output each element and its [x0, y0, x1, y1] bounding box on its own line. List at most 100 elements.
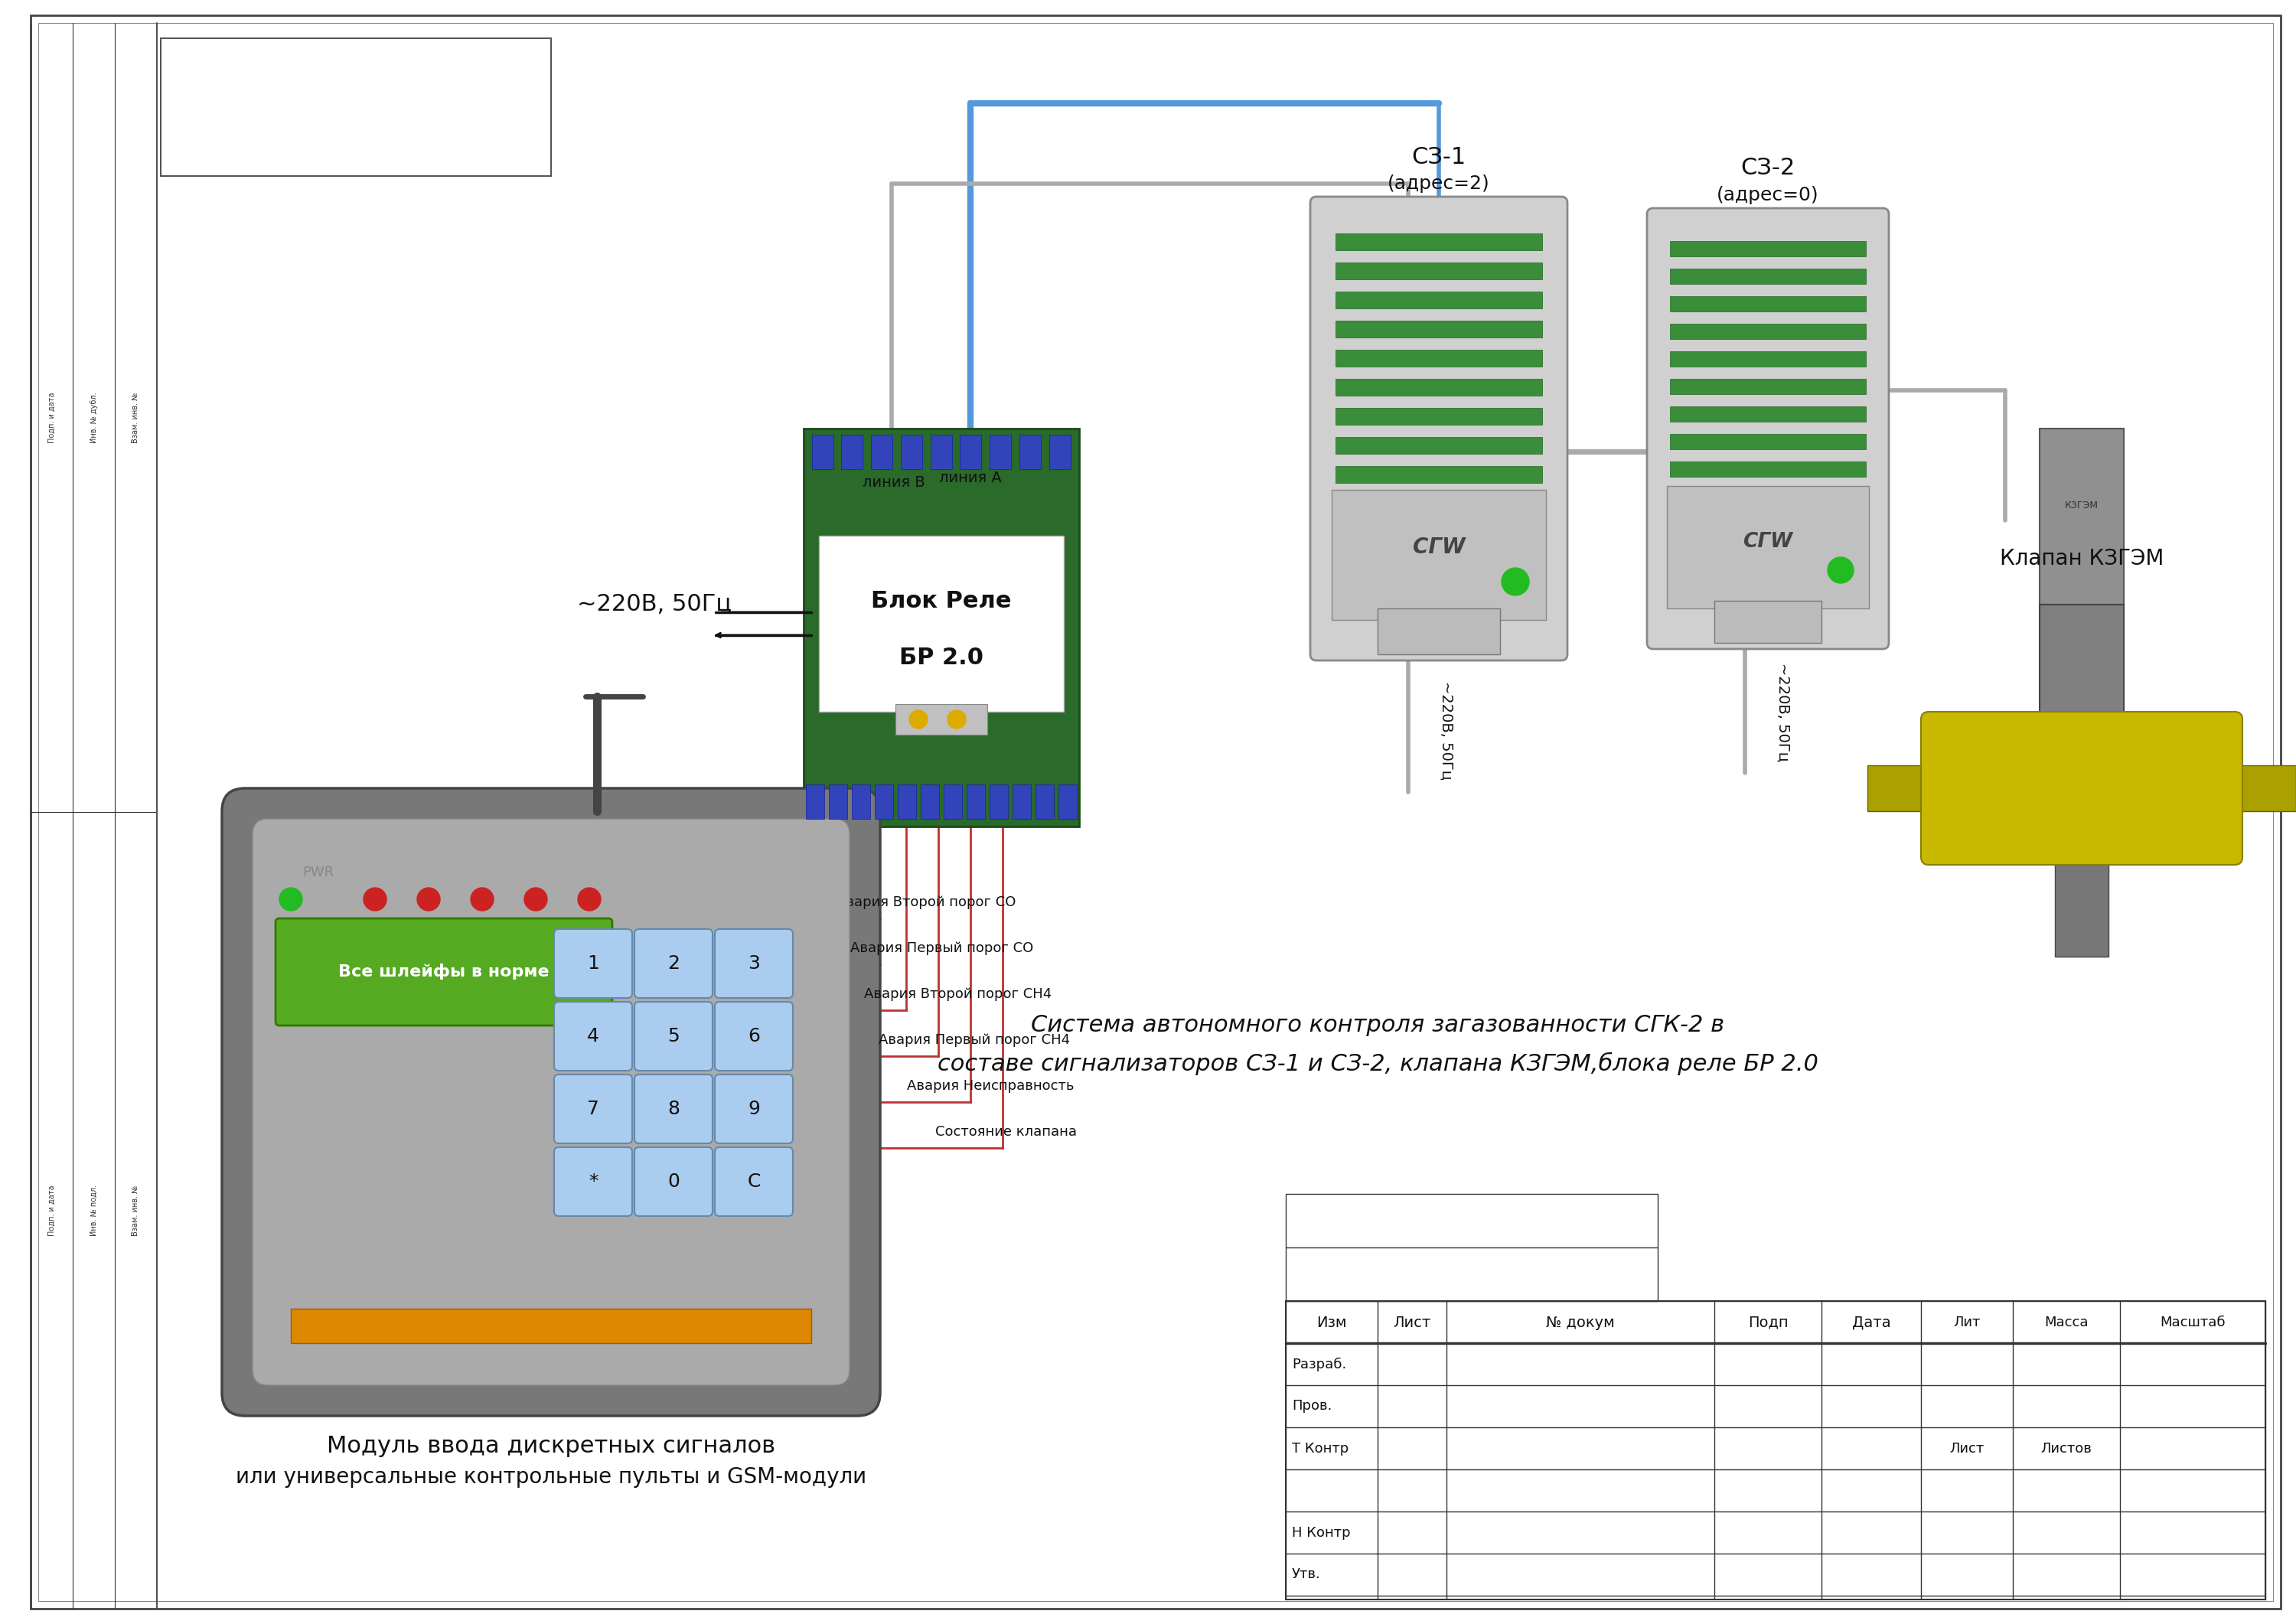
Text: Масса: Масса	[2043, 1315, 2089, 1330]
Text: Подп: Подп	[1747, 1315, 1789, 1330]
Text: 7: 7	[588, 1099, 599, 1119]
Bar	[1867, 765, 1945, 812]
Text: 4: 4	[588, 1026, 599, 1046]
Bar	[829, 784, 847, 818]
Text: Авария Неисправность: Авария Неисправность	[907, 1078, 1075, 1093]
Circle shape	[363, 888, 386, 911]
Text: СЗ-1: СЗ-1	[1412, 146, 1467, 167]
Text: Лит: Лит	[1954, 1315, 1981, 1330]
Text: ~220В, 50Гц: ~220В, 50Гц	[1777, 663, 1791, 762]
FancyBboxPatch shape	[553, 1147, 631, 1216]
Text: 8: 8	[668, 1099, 680, 1119]
Bar	[2039, 429, 2124, 604]
Text: Подп. и дата: Подп. и дата	[48, 1186, 55, 1236]
Bar	[161, 39, 551, 175]
Bar	[2220, 765, 2296, 812]
Text: Авария Второй порог СН4: Авария Второй порог СН4	[863, 987, 1052, 1000]
Bar	[813, 435, 833, 469]
Bar	[1336, 378, 1543, 396]
Circle shape	[909, 710, 928, 729]
FancyBboxPatch shape	[634, 1147, 712, 1216]
Circle shape	[1502, 568, 1529, 596]
Text: Все шлейфы в норме: Все шлейфы в норме	[338, 965, 549, 979]
Text: Модуль ввода дискретных сигналов: Модуль ввода дискретных сигналов	[326, 1436, 776, 1458]
FancyBboxPatch shape	[714, 929, 792, 999]
Text: Н Контр: Н Контр	[1293, 1525, 1350, 1540]
Bar	[852, 784, 870, 818]
Bar	[1019, 435, 1040, 469]
FancyBboxPatch shape	[634, 1002, 712, 1070]
Text: Масштаб: Масштаб	[2161, 1315, 2225, 1330]
Bar	[1049, 435, 1070, 469]
Circle shape	[579, 888, 602, 911]
Text: ~220В, 50Гц: ~220В, 50Гц	[576, 593, 732, 615]
Bar	[1669, 406, 1867, 422]
Circle shape	[1828, 557, 1853, 583]
FancyBboxPatch shape	[1922, 711, 2243, 866]
Text: 3: 3	[748, 955, 760, 973]
Bar	[1336, 437, 1543, 453]
Bar	[990, 784, 1008, 818]
Bar	[1286, 1301, 2266, 1600]
Text: БР 2.0: БР 2.0	[900, 646, 983, 669]
Text: 9: 9	[748, 1099, 760, 1119]
Text: Взам. инв. №: Взам. инв. №	[131, 391, 140, 443]
Bar	[1669, 434, 1867, 450]
Bar	[898, 784, 916, 818]
Text: линия В: линия В	[863, 474, 925, 489]
Text: (адрес=0): (адрес=0)	[1717, 187, 1818, 205]
FancyBboxPatch shape	[276, 919, 613, 1025]
Bar	[1667, 486, 1869, 609]
Bar	[2039, 604, 2124, 719]
Bar	[944, 784, 962, 818]
Bar	[292, 1309, 810, 1343]
Text: Лист: Лист	[1394, 1315, 1430, 1330]
FancyBboxPatch shape	[223, 788, 879, 1416]
Text: 5: 5	[668, 1026, 680, 1046]
Bar	[900, 435, 923, 469]
Text: или универсальные контрольные пульты и GSM-модули: или универсальные контрольные пульты и G…	[236, 1466, 866, 1488]
FancyBboxPatch shape	[553, 929, 631, 999]
Bar	[804, 429, 1079, 827]
Bar	[806, 784, 824, 818]
Text: PWR: PWR	[303, 866, 333, 879]
Circle shape	[471, 888, 494, 911]
FancyBboxPatch shape	[253, 818, 850, 1385]
Text: Утв.: Утв.	[1293, 1567, 1320, 1582]
Text: линия А: линия А	[939, 471, 1001, 486]
Bar	[1286, 1194, 1658, 1301]
Text: Пров.: Пров.	[1293, 1400, 1332, 1413]
Bar	[1013, 784, 1031, 818]
Bar	[875, 784, 893, 818]
Bar	[1332, 490, 1545, 620]
Text: 2: 2	[668, 955, 680, 973]
Text: ~220В, 50Гц: ~220В, 50Гц	[1440, 682, 1453, 780]
Text: Клапан КЗГЭМ: Клапан КЗГЭМ	[2000, 547, 2163, 570]
Text: Т Контр: Т Контр	[1293, 1442, 1348, 1455]
Bar	[1058, 784, 1077, 818]
Text: C: C	[746, 1173, 760, 1190]
Bar	[1336, 466, 1543, 482]
FancyBboxPatch shape	[714, 1075, 792, 1143]
Text: Взам. инв. №: Взам. инв. №	[131, 1186, 140, 1236]
Text: СГW: СГW	[1412, 536, 1465, 559]
Bar	[1669, 489, 1867, 505]
Text: Состояние клапана: Состояние клапана	[937, 1125, 1077, 1138]
Text: Листов: Листов	[2041, 1442, 2092, 1455]
Bar	[1669, 461, 1867, 477]
Text: СГW: СГW	[1743, 533, 1793, 552]
Circle shape	[948, 710, 967, 729]
Text: Инв. № дубл.: Инв. № дубл.	[90, 391, 96, 443]
Text: Дата: Дата	[1853, 1315, 1890, 1330]
Bar	[895, 705, 987, 734]
FancyBboxPatch shape	[1646, 208, 1890, 650]
Bar	[960, 435, 980, 469]
FancyBboxPatch shape	[1311, 197, 1568, 661]
FancyBboxPatch shape	[634, 929, 712, 999]
Bar	[2055, 857, 2108, 957]
Text: КЗГЭМ: КЗГЭМ	[2064, 500, 2099, 510]
Text: Подп. и дата: Подп. и дата	[48, 391, 55, 443]
Text: составе сигнализаторов СЗ-1 и СЗ-2, клапана КЗГЭМ,блока реле БР 2.0: составе сигнализаторов СЗ-1 и СЗ-2, клап…	[937, 1052, 1818, 1075]
Text: 6: 6	[748, 1026, 760, 1046]
Bar	[1669, 378, 1867, 395]
